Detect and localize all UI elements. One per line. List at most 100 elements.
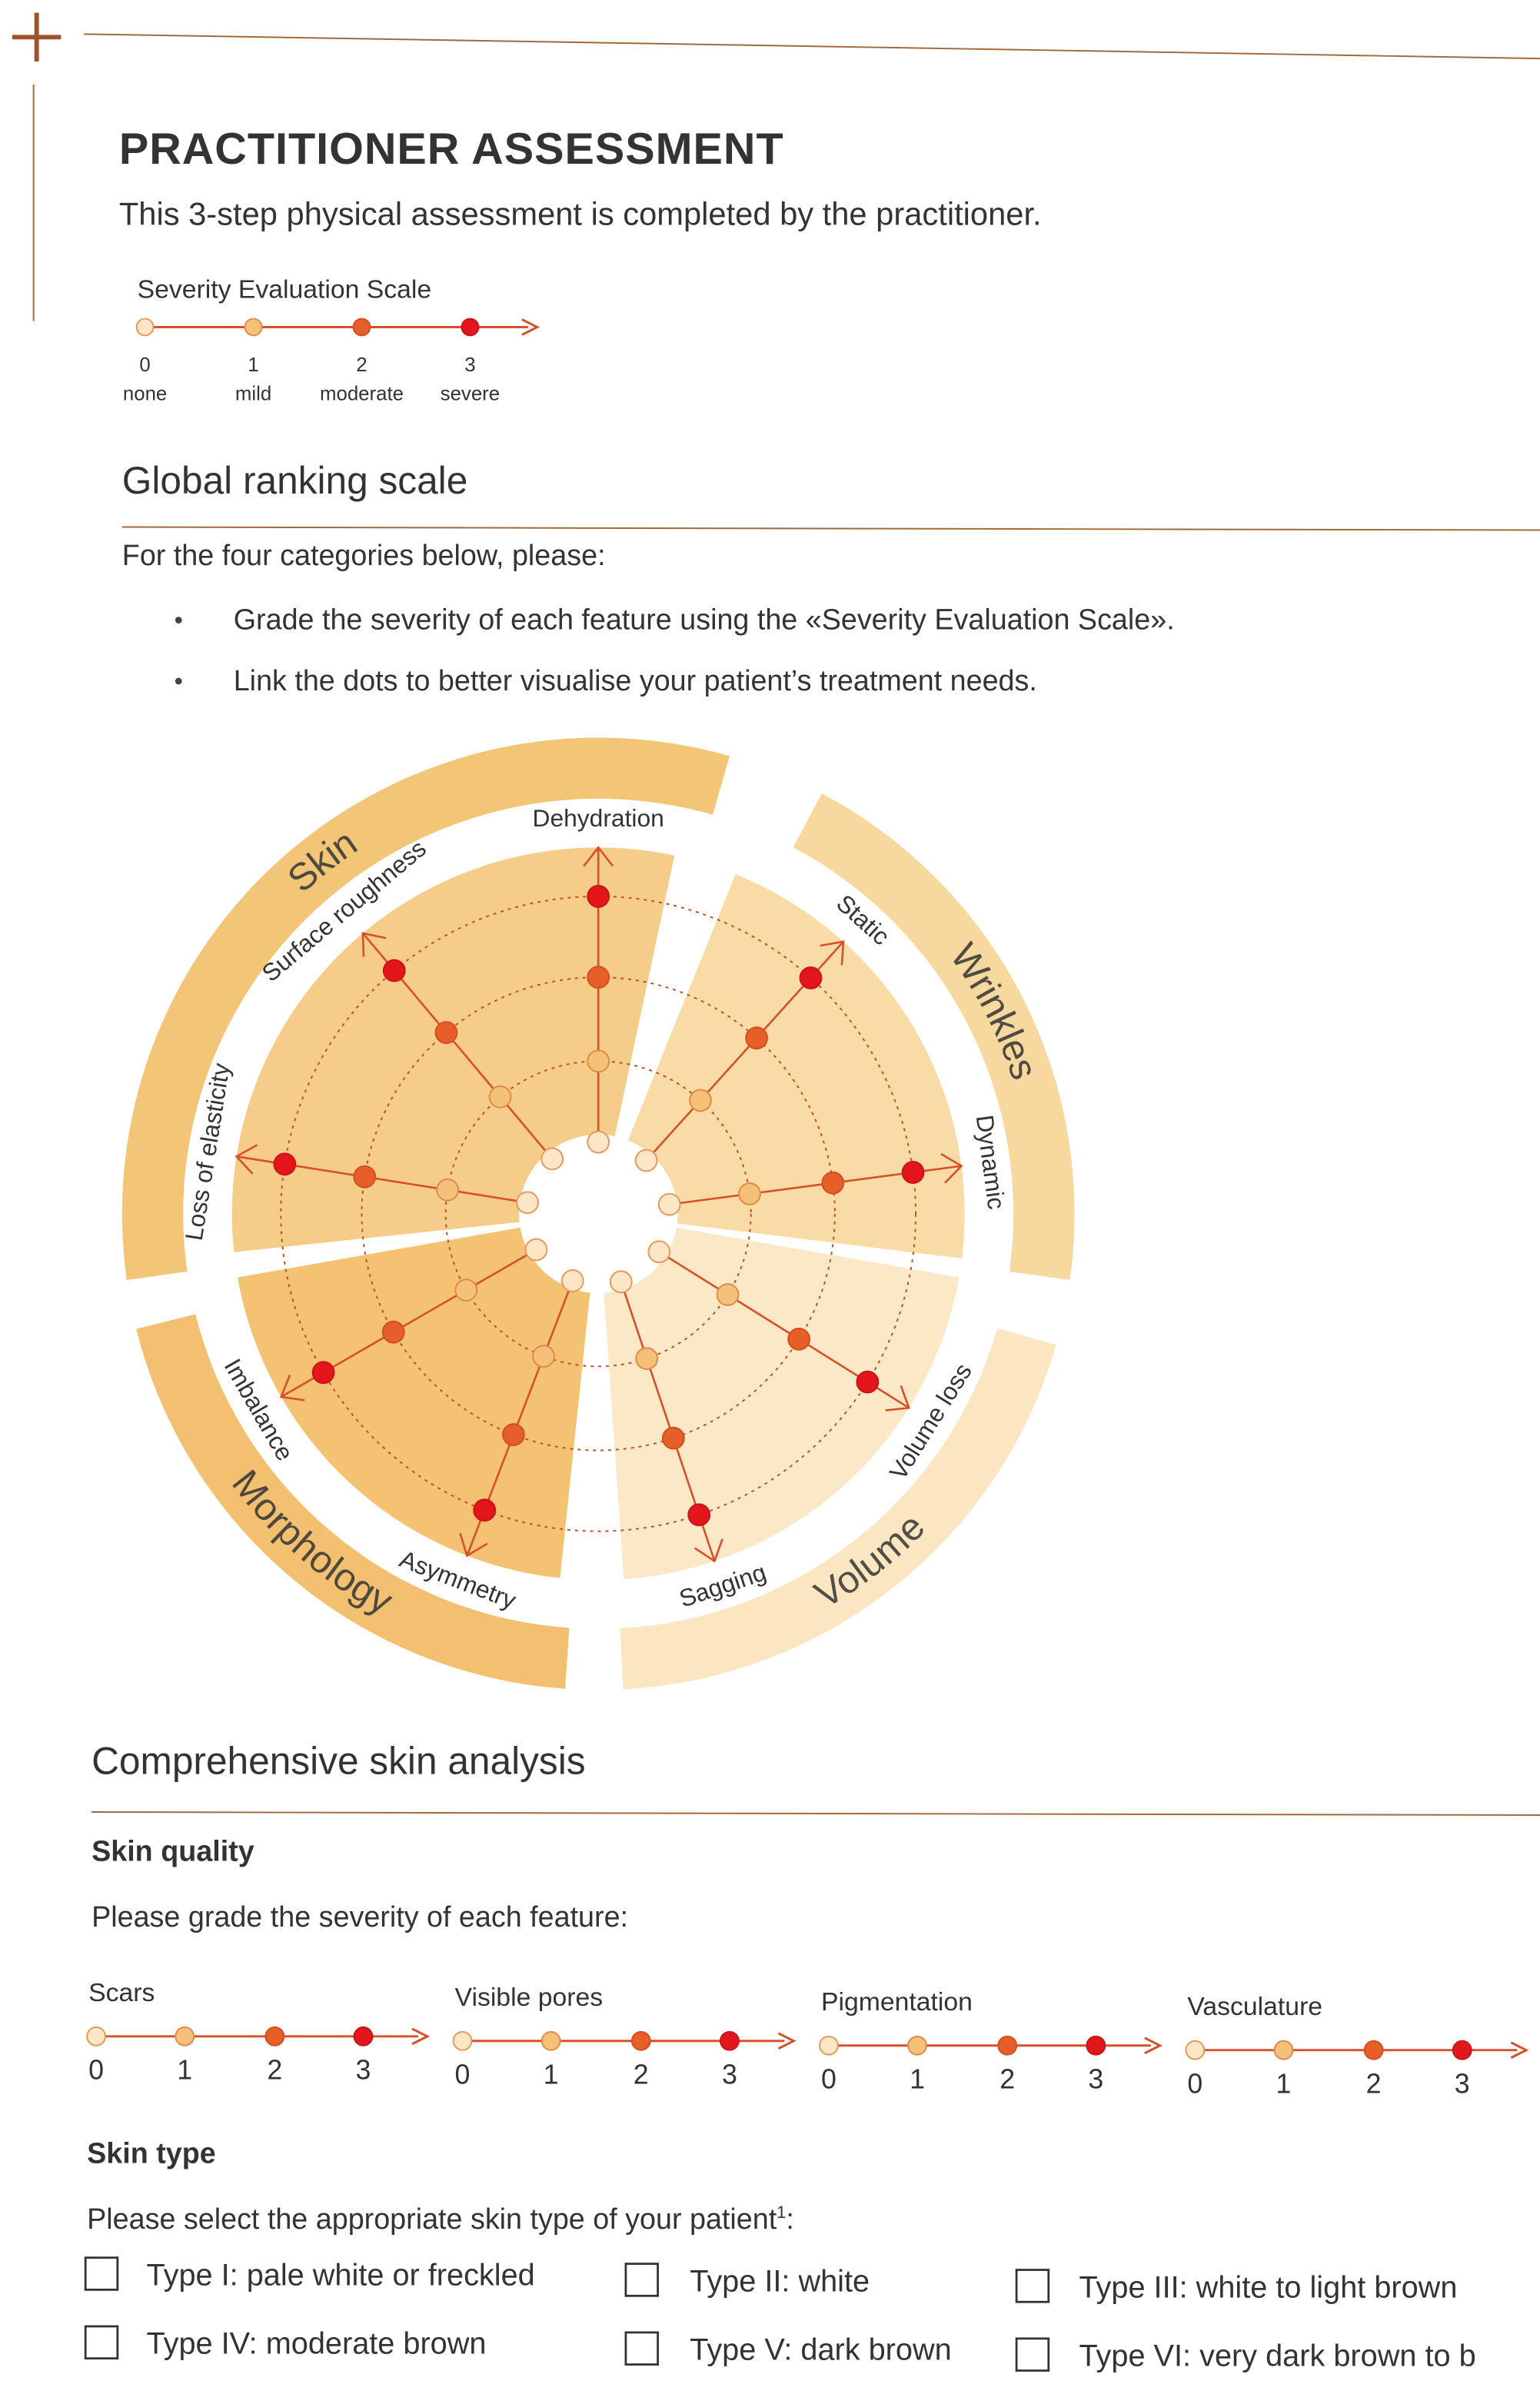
subtitle: This 3-step physical assessment is compl… <box>119 195 1042 231</box>
level-number: 2 <box>1000 2063 1015 2094</box>
level-dot <box>434 1021 458 1045</box>
checkbox[interactable] <box>1015 2269 1050 2303</box>
level-dot <box>647 1240 671 1264</box>
level-number: 2 <box>1366 2068 1382 2099</box>
axis-arrow <box>820 940 845 966</box>
section-rule <box>91 1811 1540 1816</box>
level-dot <box>687 1503 711 1527</box>
scale-dot <box>86 2026 106 2047</box>
title: PRACTITIONER ASSESSMENT <box>119 125 784 174</box>
level-dot <box>901 1161 925 1184</box>
level-dot <box>382 959 406 983</box>
level-number: 3 <box>356 2054 371 2085</box>
scale-label: severe <box>441 384 500 405</box>
instruction-suffix: : <box>786 2203 793 2235</box>
center-hole <box>518 1134 678 1294</box>
checkbox[interactable] <box>624 2331 659 2366</box>
scale-number: 0 <box>139 354 150 376</box>
level-number: 1 <box>544 2059 559 2090</box>
level-dot <box>436 1178 459 1202</box>
sector-wedge <box>598 874 965 1259</box>
sector-ring <box>121 737 730 1281</box>
section-heading: Global ranking scale <box>122 459 468 502</box>
checkbox[interactable] <box>84 2325 119 2360</box>
feature-name: Vasculature <box>1187 1992 1322 2021</box>
level-dot <box>738 1182 761 1205</box>
scale-dot <box>352 318 371 337</box>
axis-arrow <box>940 1152 963 1184</box>
level-dot <box>856 1370 880 1394</box>
level-dot <box>540 1147 564 1171</box>
scale-label: none <box>123 384 167 405</box>
checkbox[interactable] <box>84 2256 119 2291</box>
axis-arrow <box>459 1532 488 1558</box>
option-label: Type V: dark brown <box>690 2333 951 2367</box>
level-dot <box>745 1026 768 1050</box>
option-label: Type VI: very dark brown to b <box>1079 2339 1475 2373</box>
level-number: 3 <box>1088 2063 1103 2094</box>
feature-name: Visible pores <box>455 1983 604 2012</box>
level-number: 0 <box>455 2059 471 2090</box>
level-dot <box>502 1423 525 1446</box>
level-dot <box>657 1192 681 1216</box>
level-dot <box>587 1130 610 1154</box>
level-number: 0 <box>88 2054 104 2085</box>
corner-cross <box>12 12 62 62</box>
scale-number: 2 <box>356 354 367 376</box>
level-dot <box>381 1320 405 1344</box>
scale-dot <box>907 2035 927 2056</box>
instruction-text: Please select the appropriate skin type … <box>87 2203 777 2235</box>
scale-number: 3 <box>464 354 475 376</box>
scale-dot <box>461 318 480 337</box>
top-rule <box>84 33 1540 60</box>
level-dot <box>689 1089 712 1112</box>
level-dot <box>560 1269 584 1292</box>
level-dot <box>587 1049 610 1073</box>
level-number: 1 <box>1276 2068 1292 2099</box>
level-dot <box>635 1347 659 1370</box>
axis-arrow <box>885 1385 910 1411</box>
scale-dot <box>630 2030 651 2051</box>
sector-ring <box>793 793 1075 1281</box>
sector-wedge <box>598 1213 960 1580</box>
scale-number: 1 <box>248 354 258 376</box>
level-dot <box>587 966 610 989</box>
level-dot <box>609 1270 633 1294</box>
subsection-title: Skin quality <box>91 1835 254 1867</box>
feature-label: Dehydration <box>533 804 664 832</box>
axis-arrow <box>361 932 387 957</box>
scale-dot <box>353 2026 374 2047</box>
level-dot <box>787 1328 811 1351</box>
scale-arrow <box>521 318 540 336</box>
axis-arrow <box>693 1538 723 1563</box>
section-heading: Comprehensive skin analysis <box>91 1739 585 1782</box>
scale-dot <box>997 2035 1018 2056</box>
scale-dot <box>540 2030 561 2051</box>
scale-label: moderate <box>320 384 404 405</box>
checkbox[interactable] <box>1015 2337 1050 2372</box>
level-dot <box>353 1165 377 1189</box>
level-dot <box>716 1283 740 1306</box>
subsection-title: Skin type <box>87 2137 216 2170</box>
scale-dot <box>1086 2035 1106 2056</box>
axis-arrow <box>279 1375 305 1401</box>
level-dot <box>634 1149 658 1172</box>
option-label: Type I: pale white or freckled <box>147 2258 535 2292</box>
instruction: Please select the appropriate skin type … <box>87 2203 794 2235</box>
scale-dot <box>1452 2040 1472 2060</box>
option-label: Type II: white <box>690 2264 870 2298</box>
bullet <box>175 617 182 623</box>
level-dot <box>799 966 823 989</box>
level-dot <box>488 1085 512 1109</box>
instruction: Please grade the severity of each featur… <box>91 1900 628 1933</box>
level-dot <box>821 1171 845 1195</box>
level-dot <box>587 885 610 908</box>
scale-dot <box>264 2026 285 2047</box>
checkbox[interactable] <box>624 2263 659 2297</box>
level-dot <box>311 1361 335 1385</box>
footnote-ref: 1 <box>777 2203 786 2222</box>
section-rule <box>121 526 1540 531</box>
scale-dot <box>719 2030 740 2051</box>
scale-title: Severity Evaluation Scale <box>138 275 432 304</box>
